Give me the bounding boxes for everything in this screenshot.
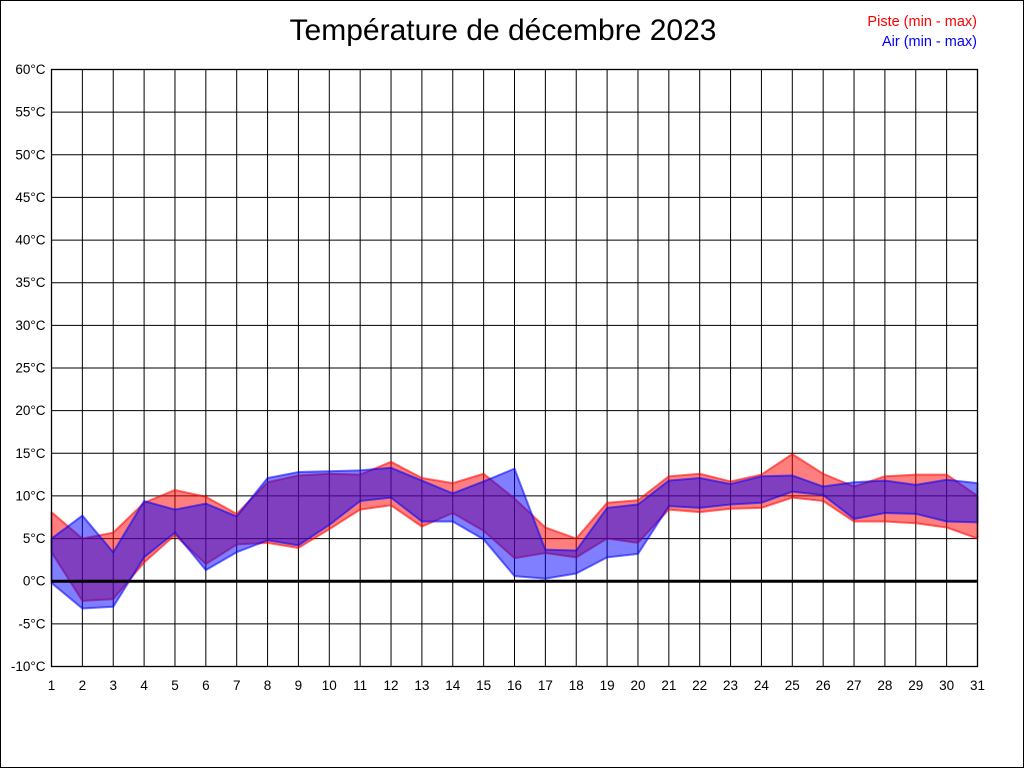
svg-text:60°C: 60°C <box>15 62 45 77</box>
legend-item-air: Air (min - max) <box>881 34 977 50</box>
svg-text:25: 25 <box>785 678 800 693</box>
svg-text:55°C: 55°C <box>15 105 45 120</box>
svg-text:11: 11 <box>353 678 367 693</box>
svg-text:6: 6 <box>202 678 210 693</box>
svg-text:1: 1 <box>48 678 56 693</box>
legend-item-piste: Piste (min - max) <box>867 14 977 30</box>
plot-border <box>50 68 979 668</box>
svg-text:18: 18 <box>569 678 584 693</box>
svg-text:22: 22 <box>692 678 707 693</box>
svg-text:27: 27 <box>847 678 862 693</box>
svg-text:30°C: 30°C <box>15 318 45 333</box>
svg-text:10: 10 <box>322 678 337 693</box>
svg-text:-10°C: -10°C <box>11 659 46 674</box>
svg-text:19: 19 <box>600 678 615 693</box>
svg-text:28: 28 <box>877 678 892 693</box>
svg-text:45°C: 45°C <box>15 190 45 205</box>
svg-text:13: 13 <box>414 678 429 693</box>
svg-text:4: 4 <box>140 678 148 693</box>
svg-text:25°C: 25°C <box>15 361 45 376</box>
y-axis-labels: 60°C 55°C 50°C 45°C 40°C 35°C 30°C 25°C 20°C 15°C… <box>11 62 46 674</box>
svg-text:12: 12 <box>384 678 399 693</box>
svg-text:15: 15 <box>476 678 491 693</box>
svg-text:5°C: 5°C <box>23 531 46 546</box>
svg-text:29: 29 <box>908 678 923 693</box>
svg-text:23: 23 <box>723 678 738 693</box>
svg-text:40°C: 40°C <box>15 233 45 248</box>
svg-text:-5°C: -5°C <box>18 616 45 631</box>
chart-title: Température de décembre 2023 <box>289 14 717 47</box>
svg-text:24: 24 <box>754 678 770 693</box>
svg-text:7: 7 <box>233 678 241 693</box>
svg-text:3: 3 <box>109 678 117 693</box>
svg-text:2: 2 <box>79 678 87 693</box>
svg-text:0°C: 0°C <box>23 574 46 589</box>
grid-lines <box>51 69 978 667</box>
svg-text:17: 17 <box>538 678 553 693</box>
svg-text:8: 8 <box>264 678 272 693</box>
svg-text:50°C: 50°C <box>15 147 45 162</box>
svg-text:35°C: 35°C <box>15 275 45 290</box>
svg-text:21: 21 <box>661 678 676 693</box>
svg-text:20: 20 <box>630 678 645 693</box>
svg-text:26: 26 <box>816 678 831 693</box>
svg-text:31: 31 <box>970 678 985 693</box>
svg-text:30: 30 <box>939 678 954 693</box>
svg-text:15°C: 15°C <box>15 446 45 461</box>
chart-legend: Piste (min - max) Air (min - max) <box>867 12 977 52</box>
x-axis-labels: 1 2 3 4 5 6 7 8 9 10 11 12 13 14 15 16 17 18 19 20 21 22 23 24 2… <box>48 678 985 693</box>
svg-text:9: 9 <box>295 678 303 693</box>
svg-text:10°C: 10°C <box>15 488 45 503</box>
svg-text:16: 16 <box>507 678 522 693</box>
svg-text:14: 14 <box>445 678 461 693</box>
svg-text:20°C: 20°C <box>15 403 45 418</box>
svg-text:5: 5 <box>171 678 179 693</box>
